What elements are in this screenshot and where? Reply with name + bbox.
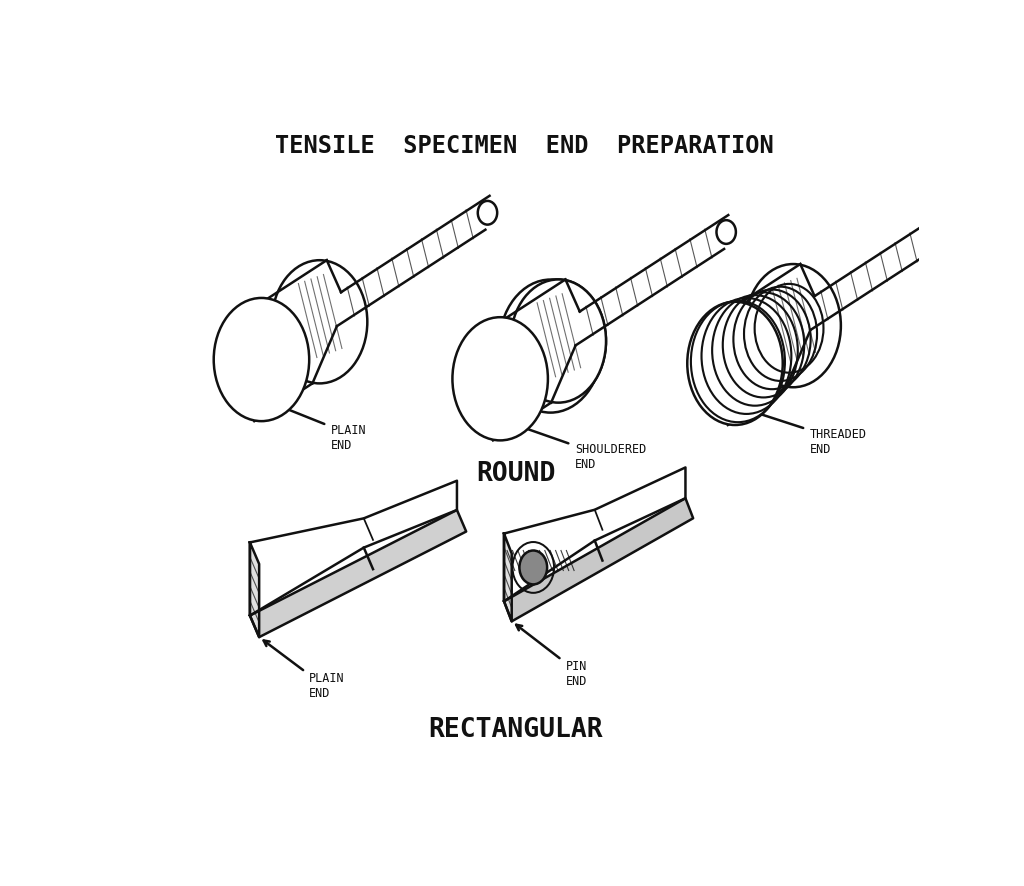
Text: PLAIN
END: PLAIN END — [309, 672, 345, 699]
Text: THREADED
END: THREADED END — [810, 427, 866, 455]
Ellipse shape — [717, 221, 736, 245]
Text: PLAIN
END: PLAIN END — [331, 424, 367, 451]
Polygon shape — [504, 534, 512, 622]
Ellipse shape — [687, 302, 782, 425]
Text: ROUND: ROUND — [476, 461, 555, 487]
Ellipse shape — [519, 551, 547, 585]
Polygon shape — [250, 481, 457, 616]
Text: TENSILE  SPECIMEN  END  PREPARATION: TENSILE SPECIMEN END PREPARATION — [275, 135, 774, 159]
Polygon shape — [250, 510, 466, 637]
Ellipse shape — [511, 280, 606, 403]
Polygon shape — [504, 468, 685, 602]
Polygon shape — [250, 543, 259, 637]
Text: SHOULDERED
END: SHOULDERED END — [574, 442, 646, 470]
Ellipse shape — [478, 202, 498, 225]
Ellipse shape — [745, 265, 841, 388]
Ellipse shape — [511, 280, 606, 403]
Text: PIN
END: PIN END — [565, 659, 587, 688]
Text: RECTANGULAR: RECTANGULAR — [428, 717, 603, 742]
Ellipse shape — [214, 299, 309, 422]
Ellipse shape — [499, 280, 602, 413]
Ellipse shape — [951, 206, 971, 229]
Ellipse shape — [453, 318, 548, 441]
Polygon shape — [504, 499, 693, 622]
Ellipse shape — [271, 260, 368, 384]
